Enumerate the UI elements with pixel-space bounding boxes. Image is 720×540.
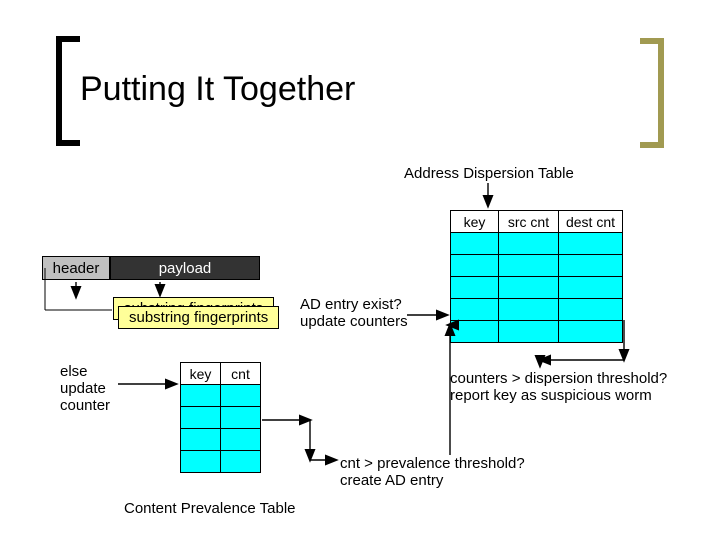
cpt-title: Content Prevalence Table (124, 500, 296, 517)
page-title: Putting It Together (80, 70, 355, 109)
table-cell (559, 255, 623, 277)
table-header: cnt (221, 363, 261, 385)
table-cell (451, 233, 499, 255)
table-cell (221, 451, 261, 473)
dispersion-threshold-label: counters > dispersion threshold? report … (450, 370, 667, 404)
table-cell (221, 429, 261, 451)
table-cell (499, 299, 559, 321)
table-header: key (181, 363, 221, 385)
fingerprint-box-front: substring fingerprints (118, 306, 279, 329)
title-bracket-left (56, 36, 80, 146)
table-header: src cnt (499, 211, 559, 233)
table-cell (451, 255, 499, 277)
table-header: dest cnt (559, 211, 623, 233)
update-counters-label: update counters (300, 313, 408, 330)
header-cell: header (42, 256, 110, 280)
table-cell (221, 407, 261, 429)
table-cell (499, 277, 559, 299)
table-cell (499, 255, 559, 277)
ad-entry-question: AD entry exist? (300, 296, 402, 313)
table-cell (451, 277, 499, 299)
table-cell (499, 321, 559, 343)
table-cell (451, 321, 499, 343)
table-cell (221, 385, 261, 407)
table-cell (559, 233, 623, 255)
table-cell (181, 451, 221, 473)
table-cell (451, 299, 499, 321)
table-cell (559, 299, 623, 321)
address-dispersion-table: keysrc cntdest cnt (450, 210, 623, 343)
table-cell (499, 233, 559, 255)
table-cell (181, 429, 221, 451)
table-cell (181, 407, 221, 429)
content-prevalence-table: keycnt (180, 362, 261, 473)
table-cell (181, 385, 221, 407)
title-bracket-right (640, 38, 664, 148)
prevalence-threshold-label: cnt > prevalence threshold? create AD en… (340, 455, 525, 489)
table-header: key (451, 211, 499, 233)
payload-cell: payload (110, 256, 260, 280)
table-cell (559, 321, 623, 343)
table-cell (559, 277, 623, 299)
else-label: else update counter (60, 363, 110, 414)
adt-title: Address Dispersion Table (404, 165, 574, 182)
